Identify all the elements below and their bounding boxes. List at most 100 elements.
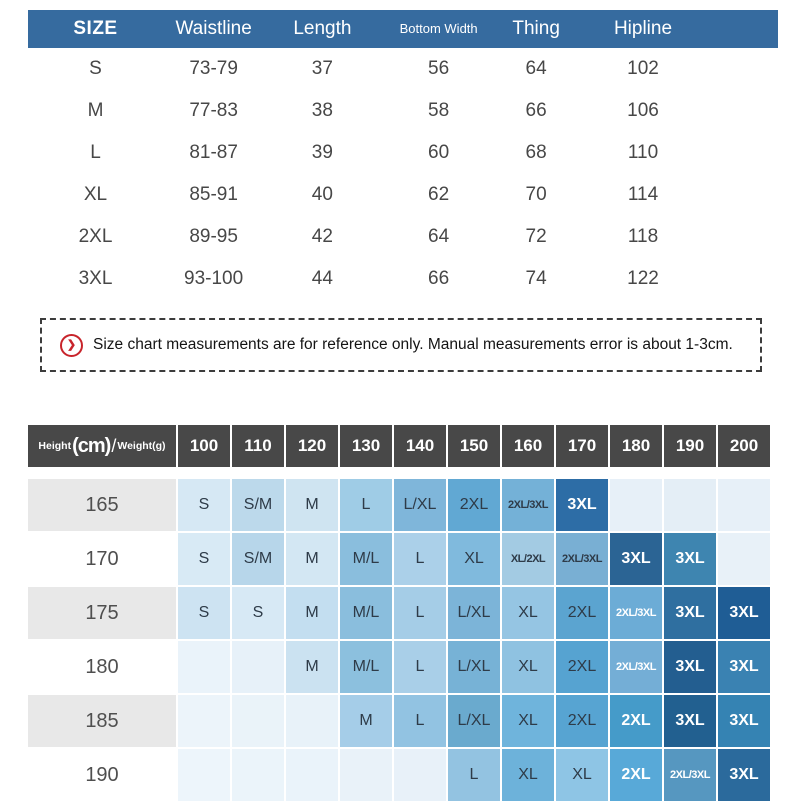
- table-row: S 73-79 37 56 64 102: [28, 48, 778, 90]
- measurement-value: 122: [627, 268, 659, 289]
- table-row: 3XL 93-100 44 66 74 122: [28, 258, 778, 300]
- measurement-value: 66: [428, 268, 450, 289]
- column-header-length: Length: [293, 18, 352, 39]
- empty-size-cell: [664, 479, 716, 531]
- column-header-bottom-width: Bottom Width: [399, 20, 478, 36]
- measurement-value: 58: [428, 100, 450, 121]
- weight-column-header: 160: [502, 425, 554, 467]
- recommended-size-cell: S: [178, 479, 230, 531]
- measurement-value: 44: [311, 268, 333, 289]
- height-row-label: 175: [28, 587, 176, 639]
- recommended-size-cell: 3XL: [664, 641, 716, 693]
- recommended-size-cell: 2XL: [448, 479, 500, 531]
- recommended-size-cell: 3XL: [718, 641, 770, 693]
- recommended-size-cell: L/XL: [394, 479, 446, 531]
- measurement-value: 64: [428, 226, 450, 247]
- size-label: S: [89, 58, 102, 79]
- recommended-size-cell: M: [286, 479, 338, 531]
- recommended-size-cell: XL: [502, 749, 554, 801]
- recommended-size-cell: XL: [556, 749, 608, 801]
- weight-column-header: 110: [232, 425, 284, 467]
- recommended-size-cell: M/L: [340, 587, 392, 639]
- recommended-size-cell: 3XL: [718, 587, 770, 639]
- recommended-size-cell: XL: [502, 587, 554, 639]
- recommended-size-cell: S: [232, 587, 284, 639]
- height-row-label: 180: [28, 641, 176, 693]
- corner-weight-label: Weight(g): [117, 440, 166, 452]
- measurement-value: 73-79: [189, 58, 238, 79]
- measurement-value: 72: [525, 226, 547, 247]
- measurement-value: 56: [428, 58, 450, 79]
- column-header-hipline: Hipline: [613, 18, 673, 39]
- reference-note: ❯ Size chart measurements are for refere…: [40, 318, 762, 372]
- recommended-size-cell: L/XL: [448, 587, 500, 639]
- empty-size-cell: [394, 749, 446, 801]
- recommended-size-cell: M/L: [340, 533, 392, 585]
- recommended-size-cell: L: [394, 533, 446, 585]
- weight-column-header: 120: [286, 425, 338, 467]
- recommended-size-cell: S/M: [232, 479, 284, 531]
- size-label: XL: [83, 184, 108, 205]
- column-header-waistline: Waistline: [175, 18, 252, 39]
- table-row: 2XL 89-95 42 64 72 118: [28, 216, 778, 258]
- measurement-value: 62: [428, 184, 450, 205]
- recommended-size-cell: M: [286, 533, 338, 585]
- recommended-size-cell: S/M: [232, 533, 284, 585]
- height-row-label: 185: [28, 695, 176, 747]
- recommended-size-cell: 3XL: [610, 533, 662, 585]
- size-label: L: [90, 142, 101, 163]
- recommended-size-cell: M: [340, 695, 392, 747]
- measurement-value: 60: [428, 142, 450, 163]
- recommended-size-cell: L/XL: [448, 695, 500, 747]
- recommended-size-cell: 2XL/3XL: [664, 749, 716, 801]
- chevron-right-circle-icon: ❯: [60, 333, 83, 357]
- empty-size-cell: [232, 641, 284, 693]
- measurement-value: 42: [311, 226, 333, 247]
- height-row-label: 165: [28, 479, 176, 531]
- measurement-table-header: SIZE Waistline Length Bottom Width Thing Hipl…: [28, 10, 778, 48]
- measurement-value: 102: [627, 58, 659, 79]
- weight-column-header: 130: [340, 425, 392, 467]
- recommended-size-cell: L: [394, 587, 446, 639]
- recommended-size-cell: M/L: [340, 641, 392, 693]
- recommended-size-cell: L: [394, 641, 446, 693]
- empty-size-cell: [610, 479, 662, 531]
- measurement-value: 114: [627, 184, 659, 205]
- column-header-thing: Thing: [512, 18, 560, 39]
- measurement-value: 68: [525, 142, 547, 163]
- weight-column-header: 100: [178, 425, 230, 467]
- measurement-table-body: S 73-79 37 56 64 102 M 77-83 38 58 66 106 L 81-87 39 60…: [28, 48, 778, 300]
- recommended-size-cell: 2XL: [556, 695, 608, 747]
- measurement-value: 77-83: [189, 100, 238, 121]
- size-label: 2XL: [78, 226, 113, 247]
- recommended-size-cell: S: [178, 533, 230, 585]
- weight-column-header: 190: [664, 425, 716, 467]
- empty-size-cell: [718, 479, 770, 531]
- size-label: M: [87, 100, 104, 121]
- measurement-value: 38: [311, 100, 333, 121]
- weight-column-header: 170: [556, 425, 608, 467]
- recommended-size-cell: 3XL: [664, 533, 716, 585]
- reference-note-text: Size chart measurements are for referenc…: [93, 336, 733, 353]
- recommended-size-cell: L/XL: [448, 641, 500, 693]
- measurement-value: 110: [627, 142, 659, 163]
- recommended-size-cell: M: [286, 587, 338, 639]
- recommended-size-cell: 3XL: [664, 695, 716, 747]
- measurement-value: 64: [525, 58, 547, 79]
- height-row-label: 190: [28, 749, 176, 801]
- corner-height-word: Height: [38, 440, 72, 452]
- size-label: 3XL: [78, 268, 113, 289]
- recommended-size-cell: XL: [502, 695, 554, 747]
- empty-size-cell: [178, 695, 230, 747]
- weight-column-header: 140: [394, 425, 446, 467]
- measurement-value: 70: [525, 184, 547, 205]
- height-weight-table: Height (cm) / Weight(g) 100 110 120 130 140 1…: [28, 425, 770, 801]
- measurement-value: 66: [525, 100, 547, 121]
- measurement-value: 37: [311, 58, 333, 79]
- recommended-size-cell: L: [394, 695, 446, 747]
- measurement-value: 74: [525, 268, 547, 289]
- height-weight-corner-header: Height (cm) / Weight(g): [28, 425, 176, 467]
- weight-column-header: 150: [448, 425, 500, 467]
- corner-height-unit: (cm): [72, 434, 111, 457]
- measurement-value: 85-91: [189, 184, 238, 205]
